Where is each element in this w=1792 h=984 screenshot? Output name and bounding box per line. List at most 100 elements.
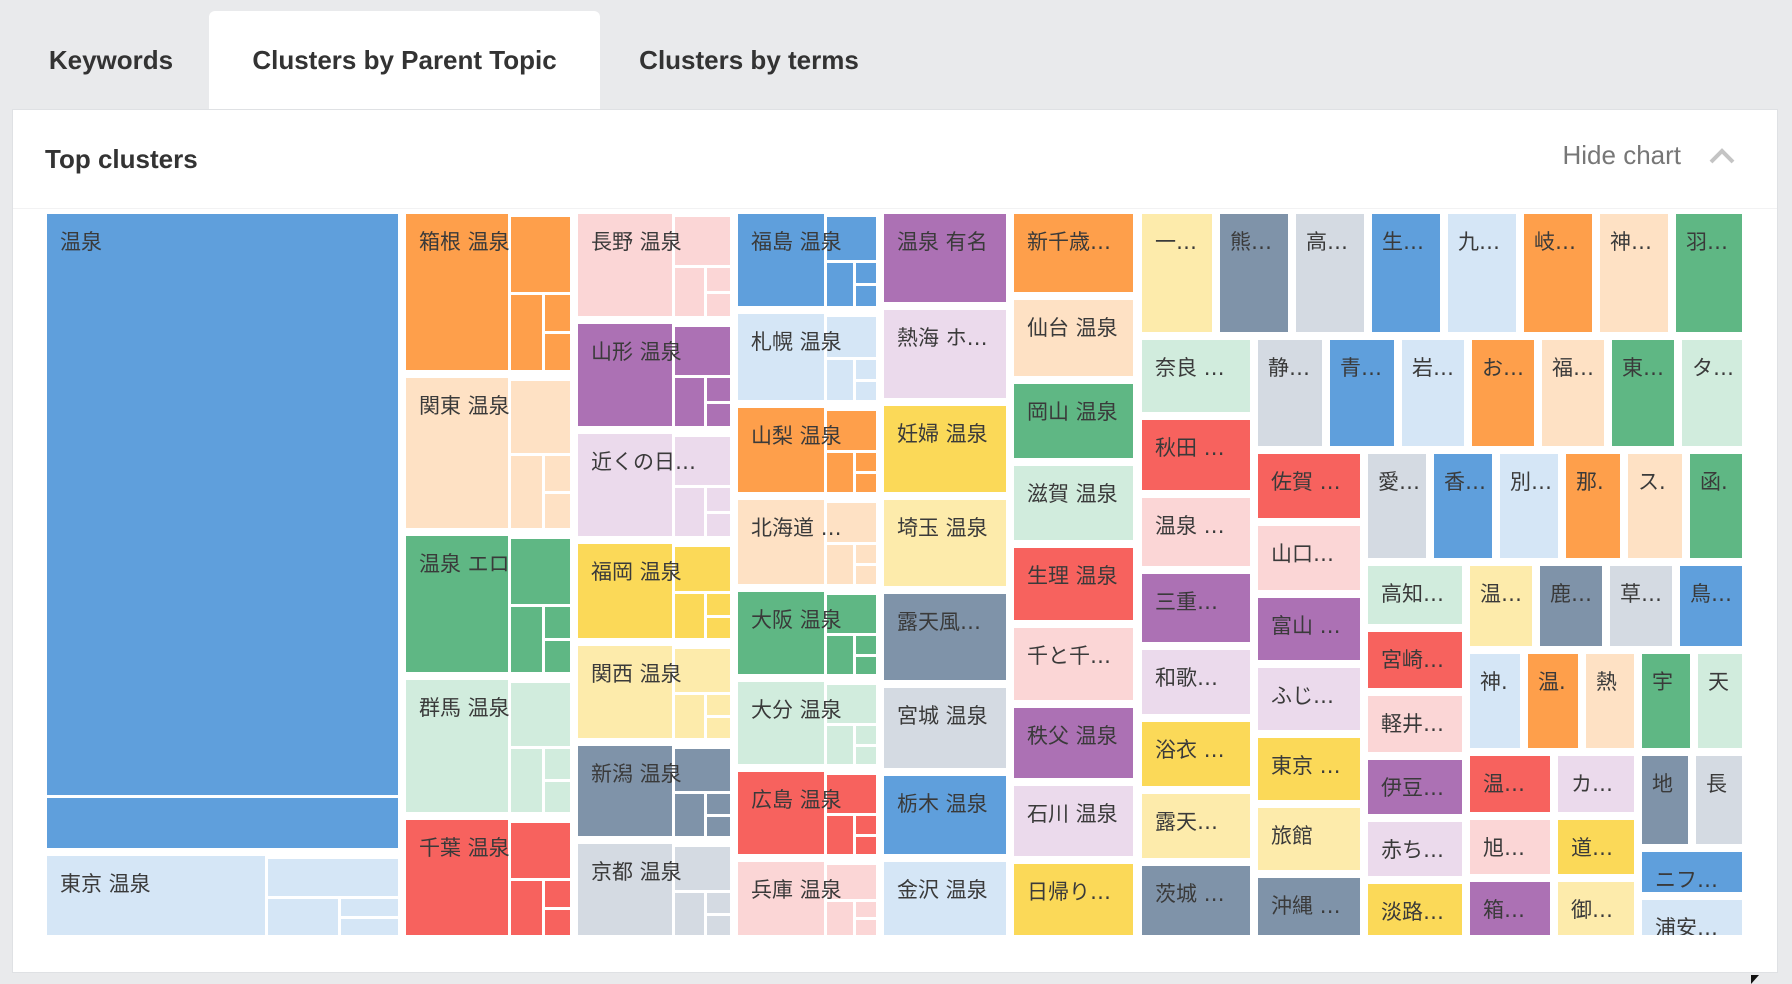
treemap-cluster-tile[interactable]: 温泉 有名 bbox=[884, 214, 1006, 302]
treemap-cluster-tile[interactable]: 露天… bbox=[1142, 794, 1250, 858]
treemap-cluster-tile[interactable]: 奈良 … bbox=[1142, 340, 1250, 412]
tab-clusters-by-parent-topic[interactable]: Clusters by Parent Topic bbox=[209, 11, 600, 110]
treemap-cluster-tile[interactable]: 福… bbox=[1542, 340, 1604, 446]
treemap-cluster-tile[interactable]: 東京 温泉 bbox=[47, 856, 398, 935]
treemap-cluster-tile[interactable]: 妊婦 温泉 bbox=[884, 406, 1006, 492]
treemap-cluster-tile[interactable]: 福島 温泉 bbox=[738, 214, 876, 306]
treemap-cluster-tile[interactable]: 宮城 温泉 bbox=[884, 688, 1006, 768]
treemap-cluster-tile[interactable]: 近くの日… bbox=[578, 434, 730, 536]
treemap-cluster-tile[interactable]: 露天風… bbox=[884, 594, 1006, 680]
treemap-cluster-tile[interactable]: 茨城 … bbox=[1142, 866, 1250, 935]
treemap-cluster-tile[interactable]: 東… bbox=[1612, 340, 1674, 446]
treemap-cluster-tile[interactable]: 広島 温泉 bbox=[738, 772, 876, 854]
treemap-cluster-tile[interactable]: 北海道 … bbox=[738, 500, 876, 584]
treemap-cluster-tile[interactable]: 生… bbox=[1372, 214, 1440, 332]
treemap-cluster-tile[interactable]: 温… bbox=[1470, 756, 1550, 812]
treemap-cluster-tile[interactable]: 温泉 … bbox=[1142, 498, 1250, 566]
treemap-cluster-tile[interactable]: カ… bbox=[1558, 756, 1634, 812]
treemap-cluster-tile[interactable]: 鹿… bbox=[1540, 566, 1602, 646]
treemap-cluster-tile[interactable]: 愛… bbox=[1368, 454, 1426, 558]
treemap-cluster-tile[interactable]: 三重… bbox=[1142, 574, 1250, 642]
treemap-cluster-tile[interactable]: 静… bbox=[1258, 340, 1322, 446]
tab-clusters-by-terms[interactable]: Clusters by terms bbox=[639, 45, 859, 75]
treemap-cluster-tile[interactable]: 熱海 ホ… bbox=[884, 310, 1006, 398]
treemap-cluster-tile[interactable]: 宮崎… bbox=[1368, 632, 1462, 688]
treemap-cluster-tile[interactable]: 淡路… bbox=[1368, 884, 1462, 935]
treemap-cluster-tile[interactable]: 滋賀 温泉 bbox=[1014, 466, 1133, 540]
treemap-cluster-tile[interactable]: 秋田 … bbox=[1142, 420, 1250, 490]
treemap-cluster-tile[interactable]: 神… bbox=[1600, 214, 1668, 332]
treemap-cluster-tile[interactable]: 新潟 温泉 bbox=[578, 746, 730, 836]
treemap-cluster-tile[interactable]: 温… bbox=[1470, 566, 1532, 646]
treemap-cluster-tile[interactable]: 千葉 温泉 bbox=[406, 820, 570, 935]
treemap-cluster-tile[interactable]: 御… bbox=[1558, 882, 1634, 935]
treemap-cluster-tile[interactable]: 宇 bbox=[1642, 654, 1690, 748]
treemap-cluster-tile[interactable]: ふじ… bbox=[1258, 668, 1360, 730]
treemap-cluster-tile[interactable]: 京都 温泉 bbox=[578, 844, 730, 935]
treemap-cluster-tile[interactable]: 地 bbox=[1642, 756, 1688, 844]
treemap-cluster-tile[interactable]: 別… bbox=[1500, 454, 1558, 558]
treemap-cluster-tile[interactable]: 山形 温泉 bbox=[578, 324, 730, 426]
treemap-cluster-tile[interactable]: 長 bbox=[1696, 756, 1742, 844]
treemap-cluster-tile[interactable]: 東京 … bbox=[1258, 738, 1360, 800]
treemap-cluster-tile[interactable]: 富山 … bbox=[1258, 598, 1360, 660]
treemap-cluster-tile[interactable]: 箱根 温泉 bbox=[406, 214, 570, 370]
tab-keywords[interactable]: Keywords bbox=[48, 45, 174, 75]
treemap-cluster-tile[interactable]: 鳥… bbox=[1680, 566, 1742, 646]
treemap-cluster-tile[interactable]: 秩父 温泉 bbox=[1014, 708, 1133, 778]
treemap-cluster-tile[interactable]: 熱 bbox=[1586, 654, 1634, 748]
treemap-cluster-tile[interactable]: 函. bbox=[1690, 454, 1742, 558]
treemap-cluster-tile[interactable]: 神. bbox=[1470, 654, 1520, 748]
treemap-cluster-tile[interactable]: 伊豆… bbox=[1368, 760, 1462, 814]
treemap-cluster-tile[interactable]: 関西 温泉 bbox=[578, 646, 730, 738]
treemap-cluster-tile[interactable]: 温泉 エロ bbox=[406, 536, 570, 672]
treemap-cluster-tile[interactable]: 佐賀 … bbox=[1258, 454, 1360, 518]
treemap-cluster-tile[interactable]: 青… bbox=[1330, 340, 1394, 446]
treemap-cluster-tile[interactable]: 埼玉 温泉 bbox=[884, 500, 1006, 586]
treemap-cluster-tile[interactable]: 長野 温泉 bbox=[578, 214, 730, 316]
treemap-cluster-tile[interactable]: 新千歳… bbox=[1014, 214, 1133, 292]
treemap-cluster-tile[interactable]: 岡山 温泉 bbox=[1014, 384, 1133, 458]
treemap-cluster-tile[interactable]: 日帰り… bbox=[1014, 864, 1133, 935]
treemap-cluster-tile[interactable]: 関東 温泉 bbox=[406, 378, 570, 528]
treemap-cluster-tile[interactable]: 沖縄 … bbox=[1258, 878, 1360, 935]
treemap-cluster-tile[interactable]: 九… bbox=[1448, 214, 1516, 332]
treemap-cluster-tile[interactable]: タ… bbox=[1682, 340, 1742, 446]
treemap-cluster-tile[interactable]: 道… bbox=[1558, 820, 1634, 874]
treemap-cluster-tile[interactable]: 箱… bbox=[1470, 882, 1550, 935]
treemap-cluster-tile[interactable]: 金沢 温泉 bbox=[884, 862, 1006, 935]
treemap-cluster-tile[interactable]: 浦安… bbox=[1642, 900, 1742, 935]
treemap-cluster-tile[interactable]: 千と千… bbox=[1014, 628, 1133, 700]
treemap-cluster-tile[interactable]: 香… bbox=[1434, 454, 1492, 558]
treemap-cluster-tile[interactable]: 群馬 温泉 bbox=[406, 680, 570, 812]
treemap-cluster-tile[interactable]: ス. bbox=[1628, 454, 1682, 558]
treemap-cluster-tile[interactable]: 札幌 温泉 bbox=[738, 314, 876, 400]
treemap-cluster-tile[interactable]: 大阪 温泉 bbox=[738, 592, 876, 674]
treemap-cluster-tile[interactable]: 生理 温泉 bbox=[1014, 548, 1133, 620]
treemap-cluster-tile[interactable]: 山口… bbox=[1258, 526, 1360, 590]
treemap-cluster-tile[interactable]: 軽井… bbox=[1368, 696, 1462, 752]
treemap-cluster-tile[interactable]: 岐… bbox=[1524, 214, 1592, 332]
treemap-cluster-tile[interactable]: 大分 温泉 bbox=[738, 682, 876, 764]
treemap-cluster-tile[interactable]: 石川 温泉 bbox=[1014, 786, 1133, 856]
treemap-cluster-tile[interactable]: 高知… bbox=[1368, 566, 1462, 624]
treemap-cluster-tile[interactable]: 仙台 温泉 bbox=[1014, 300, 1133, 376]
treemap-cluster-tile[interactable]: 山梨 温泉 bbox=[738, 408, 876, 492]
treemap-cluster-tile[interactable]: 温泉 bbox=[47, 214, 398, 848]
treemap-cluster-tile[interactable]: お… bbox=[1472, 340, 1534, 446]
treemap-cluster-tile[interactable]: 赤ち… bbox=[1368, 822, 1462, 876]
treemap-cluster-tile[interactable]: 那. bbox=[1566, 454, 1620, 558]
hide-chart-button[interactable]: Hide chart bbox=[1563, 140, 1736, 171]
treemap-cluster-tile[interactable]: 兵庫 温泉 bbox=[738, 862, 876, 935]
treemap-cluster-tile[interactable]: 一… bbox=[1142, 214, 1212, 332]
treemap-cluster-tile[interactable]: 羽… bbox=[1676, 214, 1742, 332]
treemap-cluster-tile[interactable]: 温. bbox=[1528, 654, 1578, 748]
treemap-cluster-tile[interactable]: 旅館 bbox=[1258, 808, 1360, 870]
treemap-cluster-tile[interactable]: 熊… bbox=[1220, 214, 1288, 332]
treemap-cluster-tile[interactable]: 和歌… bbox=[1142, 650, 1250, 714]
treemap-cluster-tile[interactable]: 浴衣 … bbox=[1142, 722, 1250, 786]
treemap-cluster-tile[interactable]: 岩… bbox=[1402, 340, 1464, 446]
treemap-cluster-tile[interactable]: 高… bbox=[1296, 214, 1364, 332]
treemap-cluster-tile[interactable]: 福岡 温泉 bbox=[578, 544, 730, 638]
treemap-cluster-tile[interactable]: 草… bbox=[1610, 566, 1672, 646]
